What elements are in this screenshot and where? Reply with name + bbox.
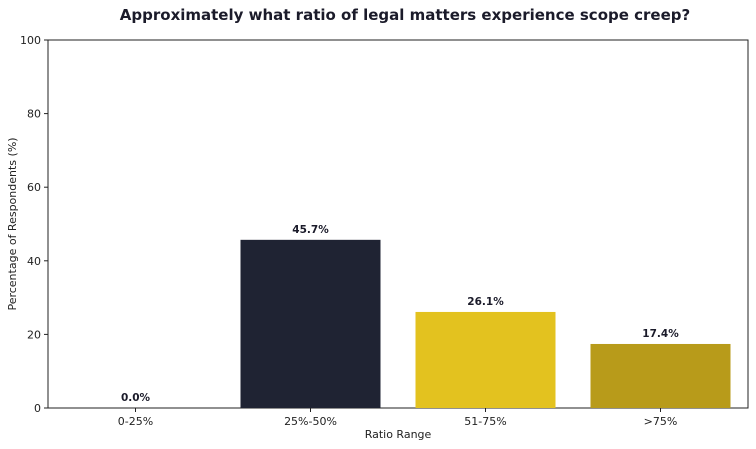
x-tick-label-2: 51-75% (464, 415, 506, 428)
plot-area: 0.0% 45.7% 26.1% 17.4% 0 20 40 60 80 100 0-25% 25… (20, 34, 749, 428)
y-tick-label-5: 100 (20, 34, 41, 47)
bar-1 (240, 239, 381, 408)
y-axis-label: Percentage of Respondents (%) (6, 137, 19, 310)
value-label-3: 17.4% (642, 328, 679, 340)
y-tick-label-3: 60 (27, 181, 41, 194)
value-label-1: 45.7% (292, 224, 329, 236)
y-tick-label-1: 20 (27, 328, 41, 341)
x-axis-label: Ratio Range (365, 428, 432, 441)
plot-frame (47, 39, 749, 409)
bar-3 (590, 343, 731, 408)
y-tick-label-0: 0 (34, 402, 41, 415)
y-axis-ticks: 0 20 40 60 80 100 (20, 34, 48, 415)
y-tick-label-2: 40 (27, 255, 41, 268)
bars-group (240, 239, 731, 408)
value-label-2: 26.1% (467, 296, 504, 308)
value-labels-group: 0.0% 45.7% 26.1% 17.4% (121, 224, 679, 404)
bar-2 (415, 311, 556, 408)
y-tick-label-4: 80 (27, 108, 41, 121)
x-tick-label-0: 0-25% (118, 415, 153, 428)
x-axis-ticks: 0-25% 25%-50% 51-75% >75% (118, 408, 678, 428)
value-label-0: 0.0% (121, 392, 151, 404)
x-tick-label-1: 25%-50% (284, 415, 337, 428)
chart-title: Approximately what ratio of legal matter… (120, 6, 690, 24)
x-tick-label-3: >75% (644, 415, 678, 428)
